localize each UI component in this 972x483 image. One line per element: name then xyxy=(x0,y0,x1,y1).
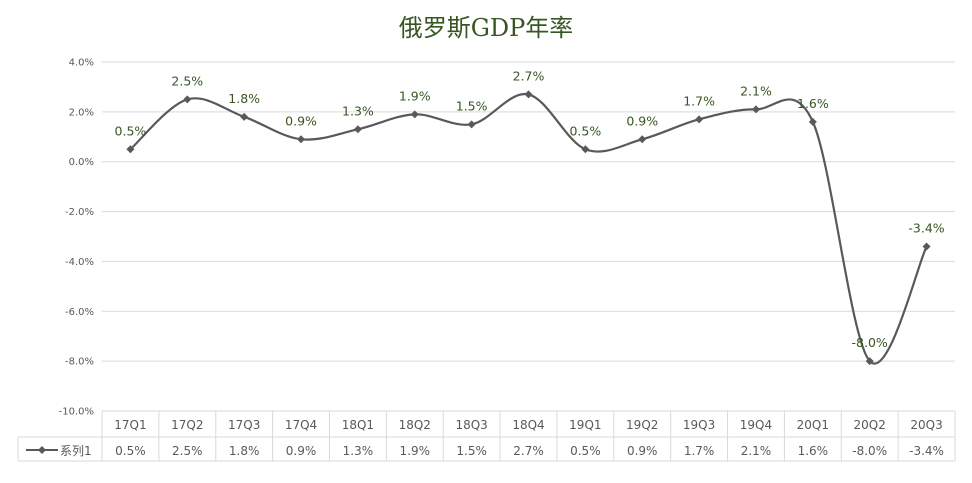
data-label: 0.9% xyxy=(626,113,658,128)
x-category-label: 19Q3 xyxy=(683,418,715,432)
data-label: 1.7% xyxy=(683,93,715,108)
y-tick-label: 4.0% xyxy=(69,58,94,69)
data-point-marker xyxy=(353,125,362,134)
x-category-label: 20Q2 xyxy=(854,418,886,432)
data-point-marker xyxy=(808,117,817,126)
x-category-label: 19Q2 xyxy=(626,418,658,432)
data-point-marker xyxy=(240,112,249,121)
table-value-cell: 1.6% xyxy=(798,444,829,458)
data-point-marker xyxy=(524,90,533,99)
data-label: 0.5% xyxy=(569,123,601,138)
data-label: 0.9% xyxy=(285,113,317,128)
x-category-label: 17Q1 xyxy=(114,418,146,432)
data-label: 1.5% xyxy=(456,98,488,113)
x-category-label: 18Q4 xyxy=(512,418,544,432)
table-value-cell: 2.7% xyxy=(513,444,544,458)
table-value-cell: 1.8% xyxy=(229,444,260,458)
table-value-cell: 0.9% xyxy=(286,444,317,458)
table-value-cell: 1.7% xyxy=(684,444,715,458)
table-value-cell: 0.5% xyxy=(115,444,146,458)
chart-title: 俄罗斯GDP年率 xyxy=(399,14,574,42)
gridlines xyxy=(102,61,955,412)
x-category-label: 17Q2 xyxy=(171,418,203,432)
x-category-label: 19Q4 xyxy=(740,418,772,432)
x-category-label: 19Q1 xyxy=(569,418,601,432)
y-tick-label: -8.0% xyxy=(65,357,94,368)
x-category-label: 17Q4 xyxy=(285,418,317,432)
table-value-cell: 0.9% xyxy=(627,444,658,458)
table-value-cell: 2.5% xyxy=(172,444,203,458)
data-table: 17Q1 0.5% 17Q2 2.5% 17Q3 1.8% 17Q4 0.9% 18Q1 1.3%… xyxy=(17,411,956,462)
data-point-marker xyxy=(581,145,590,154)
x-category-label: 18Q2 xyxy=(399,418,431,432)
table-value-cell: 1.3% xyxy=(343,444,374,458)
legend-marker xyxy=(38,446,46,454)
data-label: 1.6% xyxy=(797,96,829,111)
data-point-marker xyxy=(410,110,419,119)
x-category-label: 20Q1 xyxy=(797,418,829,432)
data-point-marker xyxy=(865,357,874,366)
data-point-marker xyxy=(751,105,760,114)
legend-label: 系列1 xyxy=(60,444,92,458)
x-category-label: 18Q3 xyxy=(455,418,487,432)
table-value-cell: 0.5% xyxy=(570,444,601,458)
x-category-label: 20Q3 xyxy=(910,418,942,432)
table-value-cell: 1.9% xyxy=(400,444,431,458)
y-tick-label: -4.0% xyxy=(65,257,94,268)
x-category-label: 18Q1 xyxy=(342,418,374,432)
data-label: 2.5% xyxy=(171,73,203,88)
table-value-cell: -3.4% xyxy=(909,444,944,458)
data-point-marker xyxy=(297,135,306,144)
data-point-marker xyxy=(638,135,647,144)
table-value-cell: 2.1% xyxy=(741,444,772,458)
data-label: 0.5% xyxy=(115,123,147,138)
series-line xyxy=(129,93,928,365)
data-label: 2.1% xyxy=(740,83,772,98)
data-label: 1.9% xyxy=(399,88,431,103)
y-tick-label: -6.0% xyxy=(65,307,94,318)
data-point-marker xyxy=(126,145,135,154)
data-point-marker xyxy=(183,95,192,104)
data-label: 2.7% xyxy=(513,68,545,83)
x-category-label: 17Q3 xyxy=(228,418,260,432)
data-point-marker xyxy=(467,120,476,129)
data-labels: 0.5% 2.5% 1.8% 0.9% 1.3% 1.9% 1.5% 2.7% 0.5% 0.9%… xyxy=(115,68,945,350)
data-label: -3.4% xyxy=(908,220,944,235)
y-tick-label: -10.0% xyxy=(59,407,94,418)
data-point-marker xyxy=(695,115,704,124)
data-point-marker xyxy=(922,242,931,251)
y-axis-ticks: 4.0% 2.0% 0.0% -2.0% -4.0% -6.0% -8.0% -10.0% xyxy=(59,58,94,418)
series-layer xyxy=(126,90,931,366)
table-value-cell: 1.5% xyxy=(456,444,487,458)
y-tick-label: -2.0% xyxy=(65,207,94,218)
data-label: 1.3% xyxy=(342,103,374,118)
y-tick-label: 2.0% xyxy=(69,107,94,118)
table-value-cell: -8.0% xyxy=(852,444,887,458)
y-tick-label: 0.0% xyxy=(69,157,94,168)
data-label: 1.8% xyxy=(228,91,260,106)
data-label: -8.0% xyxy=(852,335,888,350)
